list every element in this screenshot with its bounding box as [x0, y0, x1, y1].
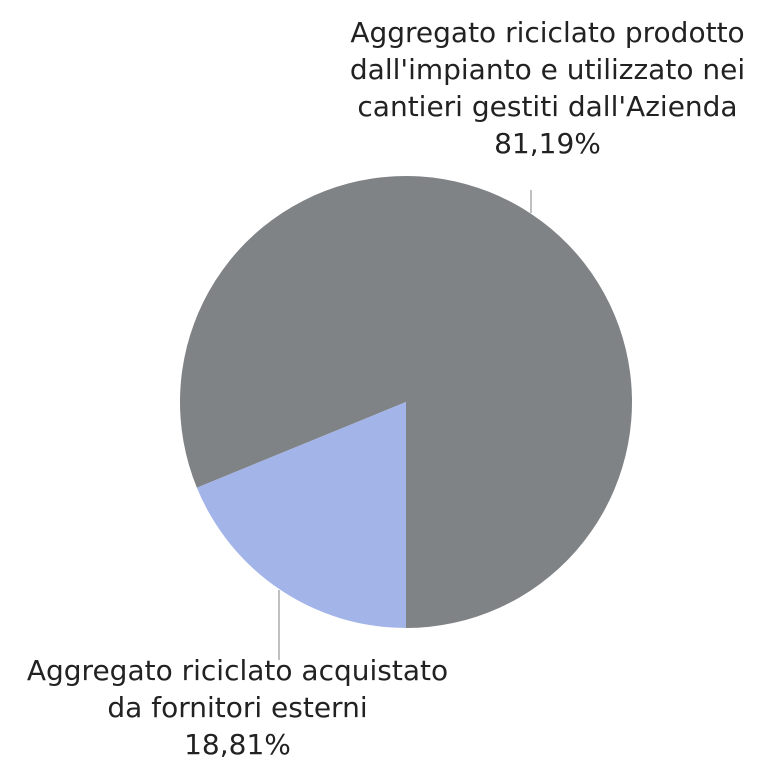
- value-label: 18,81%: [184, 728, 291, 761]
- category-label: Aggregato riciclato acquistato da fornit…: [26, 654, 449, 724]
- slice-label: Aggregato riciclato prodotto dall'impian…: [335, 14, 760, 162]
- value-label: 81,19%: [494, 127, 601, 160]
- slice-label: Aggregato riciclato acquistato da fornit…: [10, 652, 465, 763]
- category-label: Aggregato riciclato prodotto dall'impian…: [349, 16, 746, 123]
- pie-slice: [196, 402, 406, 628]
